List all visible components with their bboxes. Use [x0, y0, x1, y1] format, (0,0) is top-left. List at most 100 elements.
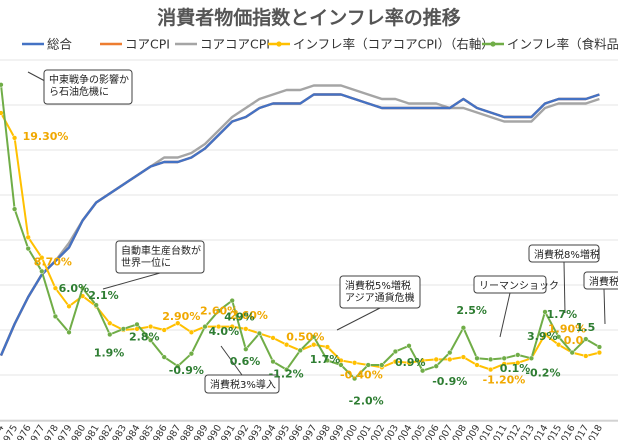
series-point	[256, 330, 263, 337]
legend-item-1: 総合	[22, 37, 73, 52]
callout-6: 消費税8%増税	[528, 244, 600, 314]
legend-label: コアCPI	[125, 37, 170, 52]
callout-leader	[102, 272, 161, 290]
callout-text: 消費税8%増税	[534, 248, 600, 261]
legend: 総合 コアCPI コアコアCPI インフレ率（コアコアCPI）（右軸） インフレ率（食料…	[22, 37, 618, 52]
series-point	[283, 342, 290, 348]
series-point	[270, 358, 276, 365]
data-label: -0.2%	[525, 366, 560, 379]
series-point	[583, 336, 589, 342]
data-label: -2.0%	[349, 395, 384, 408]
series-point	[229, 323, 235, 330]
series-lines	[0, 82, 603, 382]
legend-item-4: インフレ率（コアコアCPI）（右軸）	[268, 37, 494, 52]
legend-marker	[490, 41, 496, 47]
data-label: -1.20%	[483, 374, 526, 387]
data-label: 2.1%	[88, 289, 119, 302]
series-point	[283, 366, 290, 373]
series-point	[555, 342, 562, 348]
legend-marker	[276, 41, 282, 47]
series-point	[515, 352, 521, 358]
series-point	[501, 361, 507, 367]
series-point	[11, 206, 18, 212]
data-label: -0.9%	[432, 375, 467, 388]
data-label: 1.7%	[310, 353, 341, 366]
series-point	[447, 349, 453, 356]
data-label: 1.7%	[547, 308, 578, 321]
callout-leader	[563, 261, 566, 314]
callout-box	[204, 374, 280, 394]
series-point	[52, 285, 59, 291]
series-point	[107, 331, 113, 338]
series-point	[379, 362, 385, 368]
series-point	[596, 349, 603, 356]
series-point	[93, 302, 99, 308]
series-point	[188, 329, 195, 335]
series-point	[406, 360, 412, 366]
callout-leader	[603, 288, 606, 325]
data-label: 1.90%	[548, 323, 586, 336]
data-label: 2.60%	[230, 309, 268, 322]
series-point	[392, 348, 399, 355]
callout-text: リーマンショック	[479, 280, 559, 292]
series-point	[107, 320, 113, 326]
series-point	[188, 351, 195, 357]
callout-text: 中東戦争の影響か	[49, 73, 129, 86]
chart-title: 消費者物価指数とインフレ率の推移	[157, 6, 460, 29]
series-point	[39, 255, 45, 261]
series-point	[25, 245, 31, 252]
callout-box	[583, 271, 618, 290]
callout-text: 消費税3%導入	[210, 378, 276, 391]
series-point	[66, 329, 72, 335]
series-point	[596, 344, 603, 350]
data-label: 0.50%	[286, 330, 324, 343]
series-point	[311, 342, 317, 348]
series-point	[487, 356, 494, 363]
series-point	[542, 331, 548, 338]
series-point	[120, 326, 127, 332]
series-point	[202, 323, 208, 330]
callout-text: 世界一位に	[121, 256, 171, 269]
data-label: 2.90%	[162, 310, 200, 323]
series-point	[311, 334, 317, 340]
series-point	[175, 363, 181, 369]
legend-label: インフレ率（食料品）（右軸）	[507, 37, 618, 52]
data-label: 2.8%	[129, 330, 160, 343]
series-point	[460, 354, 467, 360]
callout-leader	[220, 345, 243, 376]
series-point	[528, 355, 535, 361]
series-point	[474, 362, 480, 368]
series-point	[501, 355, 507, 361]
series-point	[365, 362, 371, 368]
series-point	[515, 360, 521, 366]
series-point	[297, 347, 303, 354]
series-point	[419, 357, 426, 364]
series-point	[270, 335, 276, 341]
data-label: 4.0%	[209, 325, 240, 338]
callout-box	[473, 275, 547, 294]
callout-box	[43, 69, 133, 105]
data-label: 1.5	[576, 321, 596, 334]
callout-leader	[499, 292, 511, 338]
series-point	[52, 313, 59, 320]
data-label: 2.60%	[200, 305, 238, 318]
series-point	[433, 356, 439, 363]
series-point	[338, 362, 344, 368]
data-label: 2.5%	[456, 304, 487, 317]
series-point	[324, 357, 331, 364]
series-point	[147, 323, 154, 330]
series-point	[392, 358, 399, 365]
callout-text: 自動車生産台数が	[121, 244, 201, 257]
series-point	[229, 297, 235, 304]
series-line	[0, 93, 600, 356]
series-point	[215, 323, 222, 330]
callout-box	[339, 275, 421, 309]
series-point	[243, 346, 249, 352]
data-labels: 19.30%8.70%2.90% 2.60%2.60%0.50%-0.40% -1.…	[23, 130, 596, 408]
series-point	[175, 320, 181, 326]
legend-item-3: コアコアCPI	[175, 37, 270, 52]
series-point	[39, 268, 45, 274]
